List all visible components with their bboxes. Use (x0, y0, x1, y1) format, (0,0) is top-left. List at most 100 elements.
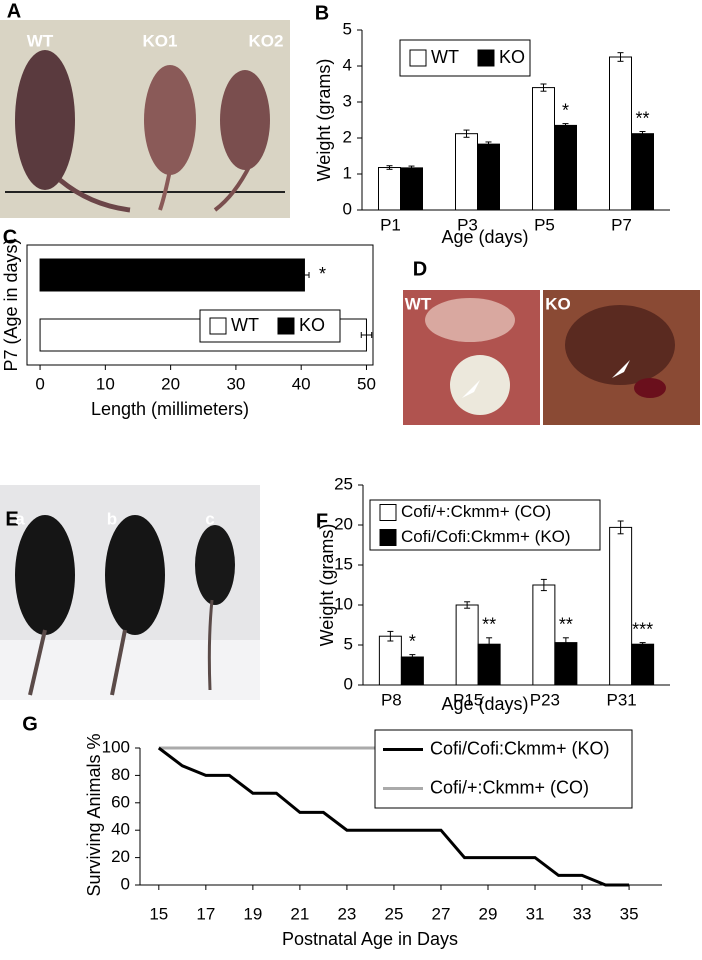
legend-label: Cofi/+:Ckmm+ (CO) (430, 777, 589, 797)
panel-letter: A (7, 0, 21, 22)
y-tick-label: 20 (111, 847, 130, 866)
legend-label: KO (499, 47, 525, 67)
x-tick-label: 10 (96, 374, 115, 393)
x-tick-label: 29 (479, 904, 498, 923)
y-tick-label: 4 (343, 55, 352, 74)
x-tick-label: 31 (526, 904, 545, 923)
panel-letter: C (3, 226, 17, 248)
plot-frame (26, 244, 374, 366)
significance: ** (559, 615, 573, 635)
bar (609, 526, 633, 686)
legend-label: KO (299, 315, 325, 335)
y-tick-label: 1 (343, 163, 352, 182)
y-tick-label: 2 (343, 127, 352, 146)
x-tick-label: 17 (196, 904, 215, 923)
y-tick-label: 25 (334, 474, 353, 493)
legend-swatch (409, 49, 427, 67)
legend-swatch (477, 49, 495, 67)
y-tick-label: 20 (334, 514, 353, 533)
x-tick-label: P7 (611, 215, 632, 234)
bar (554, 124, 577, 211)
panel-letter: F (316, 510, 328, 532)
bar (631, 133, 654, 211)
x-tick-label: P1 (380, 215, 401, 234)
x-tick-label: 27 (432, 904, 451, 923)
bar (609, 56, 632, 211)
photo-label: b (107, 509, 117, 528)
bar (39, 258, 305, 292)
x-tick-label: 33 (573, 904, 592, 923)
bar (532, 87, 555, 211)
x-tick-label: 15 (149, 904, 168, 923)
panel-letter: B (315, 2, 329, 24)
bar (378, 635, 402, 686)
bar (455, 133, 478, 211)
y-tick-label: 80 (111, 765, 130, 784)
x-axis-label: Age (days) (441, 227, 528, 247)
y-tick-label: 0 (121, 874, 130, 893)
y-tick-label: 5 (343, 19, 352, 38)
photo-label: c (205, 509, 214, 528)
x-tick-label: 30 (226, 374, 245, 393)
significance: * (319, 264, 326, 284)
bar (631, 643, 655, 686)
panel-letter: E (5, 508, 18, 530)
photo-a (0, 20, 290, 218)
photo-e (0, 485, 260, 700)
photo-d (403, 290, 700, 425)
y-tick-label: 5 (344, 634, 353, 653)
y-axis-label: Surviving Animals % (84, 733, 104, 896)
x-tick-label: 35 (620, 904, 639, 923)
x-tick-label: P3 (457, 215, 478, 234)
bar (554, 642, 578, 686)
x-tick-label: 40 (292, 374, 311, 393)
y-tick-label: 0 (343, 199, 352, 218)
significance: * (409, 631, 416, 651)
line (157, 746, 630, 887)
photo-label: KO (545, 294, 571, 313)
y-axis-label: Weight (grams) (317, 524, 337, 647)
legend-label: WT (231, 315, 259, 335)
bar (400, 656, 424, 686)
photo-label: KO2 (249, 31, 284, 50)
legend-swatch (379, 529, 397, 546)
x-tick-label: P8 (381, 690, 402, 709)
x-tick-label: P15 (453, 690, 483, 709)
x-tick-label: 0 (35, 374, 44, 393)
y-axis-label: P7 (Age in days) (1, 238, 21, 371)
significance: * (562, 100, 569, 120)
bar (378, 167, 401, 211)
x-axis-label: Age (days) (441, 694, 528, 714)
y-tick-label: 100 (102, 737, 130, 756)
legend-label: WT (431, 47, 459, 67)
photo-label: WT (27, 31, 54, 50)
significance: ** (482, 615, 496, 635)
x-tick-label: 21 (290, 904, 309, 923)
bar (532, 584, 556, 686)
x-tick-label: 50 (357, 374, 376, 393)
photo-label: a (15, 509, 25, 528)
x-axis-label: Postnatal Age in Days (282, 929, 458, 949)
x-tick-label: P5 (534, 215, 555, 234)
panel-letter: D (413, 258, 427, 280)
x-tick-label: P31 (607, 690, 637, 709)
y-tick-label: 3 (343, 91, 352, 110)
x-tick-label: 25 (384, 904, 403, 923)
legend-box (374, 729, 633, 809)
bar (477, 143, 500, 211)
y-tick-label: 0 (344, 674, 353, 693)
legend-label: Cofi/Cofi:Ckmm+ (KO) (401, 527, 571, 546)
y-tick-label: 15 (334, 554, 353, 573)
y-tick-label: 10 (334, 594, 353, 613)
panel-letter: G (22, 713, 38, 735)
bar (455, 604, 479, 686)
bar (400, 167, 423, 211)
y-tick-label: 40 (111, 820, 130, 839)
x-axis-label: Length (millimeters) (91, 399, 249, 419)
legend-label: Cofi/Cofi:Ckmm+ (KO) (430, 738, 610, 758)
y-tick-label: 60 (111, 792, 130, 811)
photo-label: KO1 (143, 31, 178, 50)
significance: *** (632, 619, 653, 639)
legend-swatch (379, 504, 397, 521)
